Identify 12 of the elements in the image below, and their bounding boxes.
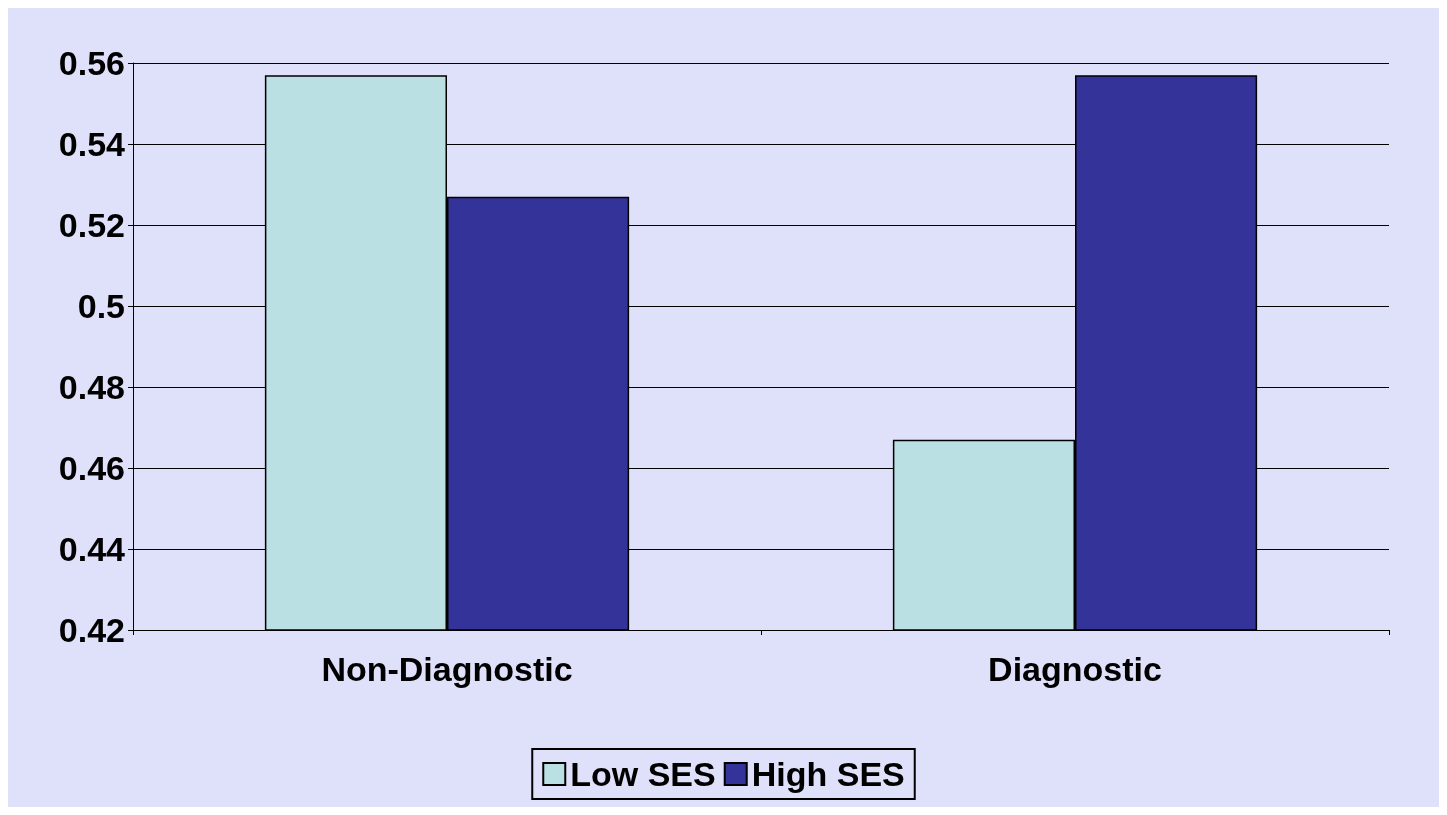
- x-tick-label: Non-Diagnostic: [321, 650, 573, 688]
- legend-label: Low SES: [570, 755, 716, 793]
- y-tick-label: 0.42: [58, 611, 125, 649]
- y-tick-label: 0.44: [58, 530, 126, 568]
- legend-label: High SES: [751, 755, 905, 793]
- y-tick-label: 0.48: [58, 368, 125, 406]
- y-tick-label: 0.52: [58, 206, 125, 244]
- x-tick-label: Diagnostic: [988, 650, 1162, 688]
- y-tick-label: 0.56: [58, 44, 125, 82]
- y-tick-label: 0.5: [77, 287, 125, 325]
- y-tick-label: 0.46: [58, 449, 125, 487]
- y-tick-label: 0.54: [58, 125, 126, 163]
